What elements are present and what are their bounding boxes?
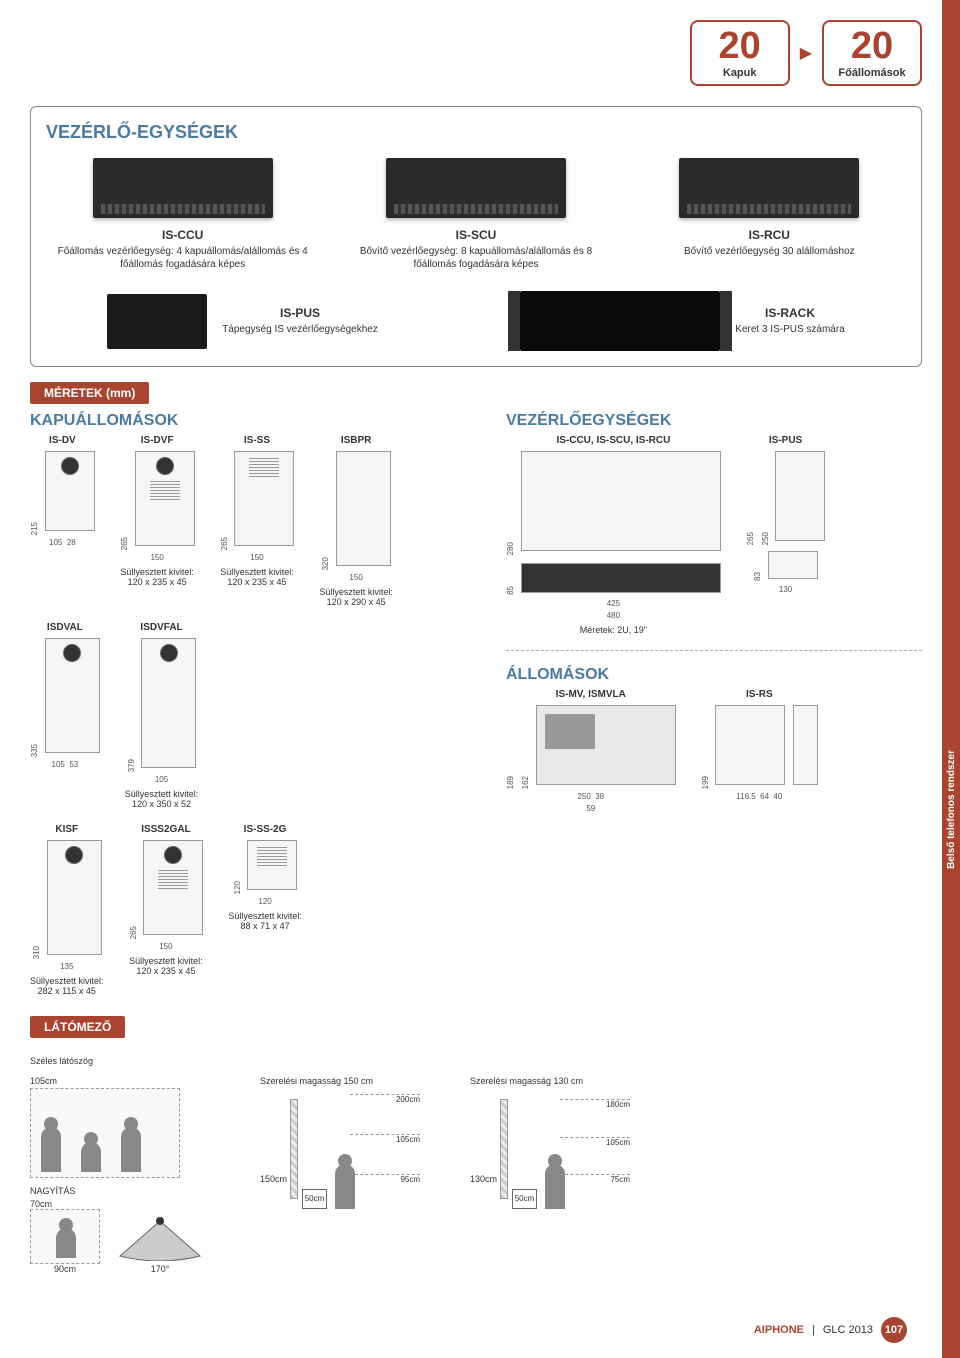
- unit-name: IS-PUS: [222, 306, 378, 320]
- device-image: [107, 294, 207, 349]
- dim-is-pus: IS-PUS 265 250 83 130: [746, 435, 826, 594]
- mount-diagram-2: Szerelési magasság 130 cm 130cm 50cm 180…: [470, 1076, 630, 1209]
- unit-is-ccu: IS-CCU Főállomás vezérlőegység: 4 kapuál…: [46, 158, 319, 271]
- badge-fo-label: Főállomások: [836, 67, 908, 79]
- dim-is-dv: IS-DV 215 105 28: [30, 435, 95, 547]
- badge-foallomasok: 20 Főállomások: [822, 20, 922, 86]
- page-footer: AIPHONE | GLC 2013 107: [754, 1317, 907, 1343]
- badge-kapuk-num: 20: [704, 27, 776, 65]
- dim-isdvfal: ISDVFAL 379 105 Süllyesztett kivitel: 12…: [125, 622, 199, 809]
- dim-isdval: ISDVAL 335 105 53: [30, 622, 100, 769]
- divider: [506, 650, 922, 651]
- fov-tab: LÁTÓMEZŐ: [30, 1016, 125, 1038]
- side-category-tab: Belső telefonos rendszer: [943, 730, 960, 889]
- unit-is-pus: IS-PUS Tápegység IS vezérlőegységekhez: [107, 294, 378, 349]
- door-stations-title: KAPUÁLLOMÁSOK: [30, 412, 476, 430]
- footer-sep: |: [812, 1324, 815, 1336]
- device-image: [679, 158, 859, 218]
- dim-isbpr: ISBPR 320 150 Süllyesztett kivitel: 120 …: [319, 435, 393, 607]
- dim-ctrl-main: IS-CCU, IS-SCU, IS-RCU 280 85 425 480 Mé…: [506, 435, 721, 635]
- unit-desc: Keret 3 IS-PUS számára: [735, 323, 844, 336]
- fov-cone-icon: [110, 1211, 210, 1261]
- badge-kapuk: 20 Kapuk: [690, 20, 790, 86]
- fov-section: Széles látószög 105cm NAGYÍTÁS 70cm: [30, 1056, 922, 1274]
- control-units-title: VEZÉRLŐ-EGYSÉGEK: [46, 122, 906, 143]
- footer-edition: GLC 2013: [823, 1324, 873, 1336]
- unit-desc: Tápegység IS vezérlőegységekhez: [222, 323, 378, 336]
- dim-is-dvf: IS-DVF 265 150 Süllyesztett kivitel: 120…: [120, 435, 195, 587]
- unit-desc: Bővítő vezérlőegység 30 alállomáshoz: [633, 245, 906, 258]
- dim-is-ss-2g: IS-SS-2G 120 120 Süllyesztett kivitel: 8…: [228, 824, 302, 931]
- capacity-badges: 20 Kapuk ▶ 20 Főállomások: [30, 20, 922, 86]
- fov-wide-label: Széles látószög: [30, 1056, 922, 1066]
- badge-kapuk-label: Kapuk: [704, 67, 776, 79]
- mount-diagram-1: Szerelési magasság 150 cm 150cm 50cm 200…: [260, 1076, 420, 1209]
- dim-isss2gal: ISSS2GAL 265 150 Süllyesztett kivitel: 1…: [129, 824, 204, 976]
- unit-is-rcu: IS-RCU Bővítő vezérlőegység 30 alállomás…: [633, 158, 906, 271]
- unit-name: IS-CCU: [46, 228, 319, 242]
- unit-name: IS-RACK: [735, 306, 844, 320]
- unit-desc: Főállomás vezérlőegység: 4 kapuállomás/a…: [46, 245, 319, 271]
- dim-is-mv: IS-MV, ISMVLA 189 162 250 38 59: [506, 689, 676, 813]
- badge-fo-num: 20: [836, 27, 908, 65]
- dim-is-rs: IS-RS 199 116.5 64 40: [701, 689, 819, 801]
- device-image: [520, 291, 720, 351]
- fov-wide-diagram: 105cm NAGYÍTÁS 70cm 90cm: [30, 1076, 210, 1274]
- unit-is-rack: IS-RACK Keret 3 IS-PUS számára: [520, 291, 844, 351]
- footer-page-number: 107: [881, 1317, 907, 1343]
- unit-desc: Bővítő vezérlőegység: 8 kapuállomás/alál…: [339, 245, 612, 271]
- device-image: [386, 158, 566, 218]
- arrow-icon: ▶: [800, 43, 812, 63]
- footer-brand: AIPHONE: [754, 1324, 804, 1336]
- dimensions-tab: MÉRETEK (mm): [30, 382, 149, 404]
- unit-name: IS-SCU: [339, 228, 612, 242]
- dim-kisf: KISF 310 135 Süllyesztett kivitel: 282 x…: [30, 824, 104, 996]
- fov-zoom-label: NAGYÍTÁS: [30, 1186, 210, 1196]
- unit-name: IS-RCU: [633, 228, 906, 242]
- unit-is-scu: IS-SCU Bővítő vezérlőegység: 8 kapuállom…: [339, 158, 612, 271]
- control-units-box: VEZÉRLŐ-EGYSÉGEK IS-CCU Főállomás vezérl…: [30, 106, 922, 367]
- stations-title: ÁLLOMÁSOK: [506, 666, 922, 684]
- ctrl-units-title: VEZÉRLŐEGYSÉGEK: [506, 412, 922, 430]
- device-image: [93, 158, 273, 218]
- dim-is-ss: IS-SS 265 150 Süllyesztett kivitel: 120 …: [220, 435, 295, 587]
